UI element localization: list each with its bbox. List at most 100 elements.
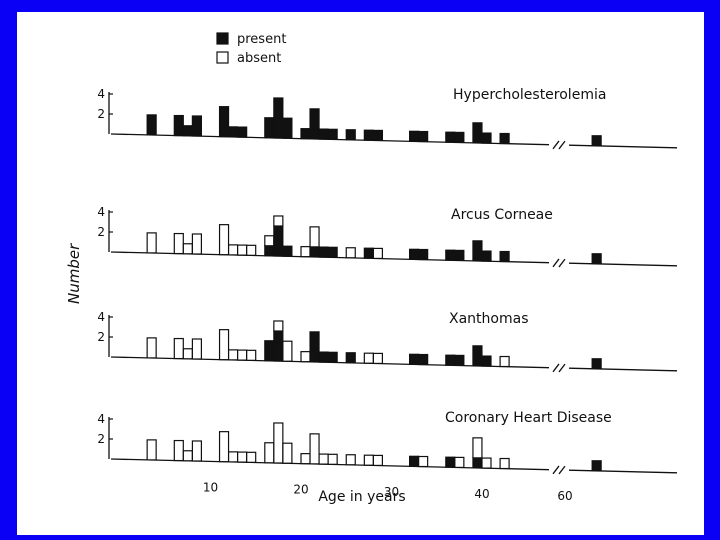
x-tick-label-40: 40 [474,487,489,501]
panel-0-bar-present-age-63 [591,135,602,147]
panel-0-axis-break [552,140,560,150]
panel-1-bar-present-age-21 [309,246,320,258]
panel-2-bar-present-age-23 [327,351,338,363]
panel-3-bar-absent-age-17 [273,422,284,464]
panel-2-bar-present-age-25 [345,352,356,364]
y-axis-label: Number [65,243,83,304]
panel-1-bar-absent-age-8 [191,233,202,255]
panel-0-bar-present-age-12 [228,126,239,138]
panel-3-bar-absent-age-8 [191,440,202,462]
panel-3-bar-absent-age-37 [454,456,465,469]
panel-1: 2 4 Arcus Corneae [97,205,678,268]
panel-3-bar-present-age-39 [472,457,483,469]
panel-2-axis-break [552,363,560,373]
slide: present absent Number 2 4 Hypercholesterol… [17,12,704,535]
panel-1-bar-absent-age-21 [309,226,320,248]
panel-3-bar-absent-age-23 [327,453,338,465]
panel-0-y-tick-label-2: 2 [97,107,105,121]
panel-3-y-tick-label-4: 4 [97,412,105,426]
panel-1-bar-present-age-63 [591,253,602,265]
panel-3-bar-absent-age-27 [363,454,374,466]
panel-0-bar-present-age-6 [173,114,184,137]
panel-1-bar-absent-age-16 [264,235,275,247]
panel-3-bar-absent-age-7 [182,450,193,462]
panel-2-bar-absent-age-17 [273,320,284,332]
panel-0-bar-present-age-36 [445,131,456,143]
panel-2-bar-absent-age-42 [499,355,510,368]
panel-3-bar-absent-age-33 [418,455,429,468]
panel-0-bar-present-age-7 [182,125,193,137]
legend: present absent [216,32,286,66]
panel-3-bar-absent-age-12 [228,451,239,463]
panel-1-bar-present-age-16 [264,245,275,257]
panel-1-bar-absent-age-13 [237,244,248,256]
panel-1-axis-break-2 [558,258,566,268]
x-axis: 10 20 30 40 60 Age in years [203,480,573,505]
panel-2-bar-present-age-63 [591,358,602,370]
panel-3-bar-absent-age-42 [499,457,510,470]
panel-1-bar-absent-age-12 [228,244,239,256]
panel-1-bar-present-age-37 [454,249,465,262]
panel-3-bar-absent-age-16 [264,442,275,464]
panel-2-bar-absent-age-18 [282,340,293,362]
panel-1-y-tick-label-2: 2 [97,225,105,239]
panel-0-bar-present-age-23 [327,128,338,140]
x-axis-label: Age in years [318,489,405,505]
panel-2-bar-absent-age-3 [146,337,157,359]
legend-absent-swatch [216,51,229,64]
panel-0-baseline-right [568,144,678,149]
panel-3-y-tick-label-2: 2 [97,432,105,446]
panel-1-bar-absent-age-20 [300,246,311,258]
panel-1-bar-present-age-27 [363,247,374,259]
panel-3-bar-absent-age-13 [237,451,248,463]
panel-1-bar-present-age-17 [273,225,284,257]
panel-1-bar-present-age-22 [318,246,329,258]
panel-2-bar-absent-age-20 [300,351,311,363]
panel-2-bar-present-age-17 [273,330,284,362]
x-tick-label-10: 10 [203,480,218,494]
panel-2-bar-absent-age-6 [173,337,184,360]
panel-1-bar-absent-age-11 [218,224,230,256]
panel-1-baseline-right [568,262,678,267]
panel-3: 2 4 Coronary Heart Disease [97,410,678,475]
panel-1-bar-absent-age-3 [146,232,157,254]
panels: 2 4 Hypercholesterolemia 2 4 Arcus Corneae 2 4 X… [97,87,678,475]
x-tick-label-30: 30 [384,485,399,499]
panel-3-axis-break-2 [558,465,566,475]
panel-0-bar-present-age-8 [191,115,202,137]
legend-present-swatch [216,32,229,45]
panel-2-bar-present-age-40 [481,355,492,367]
panel-1-bar-absent-age-17 [273,215,284,227]
panel-2-bar-absent-age-7 [182,348,193,360]
panel-1-bar-absent-age-28 [372,247,383,260]
panel-1-bar-absent-age-25 [345,247,356,259]
panel-2-bar-present-age-39 [472,345,483,367]
panel-3-bar-absent-age-14 [246,451,257,463]
panel-1-bar-present-age-39 [472,240,483,262]
panel-2-bar-absent-age-12 [228,349,239,361]
panel-2-bar-absent-age-27 [363,352,374,364]
panel-3-bar-absent-age-39 [472,437,483,459]
panel-2-y-tick-label-4: 4 [97,310,105,324]
panel-0-bar-present-age-11 [218,106,230,138]
panel-3-bar-present-age-36 [445,456,456,468]
panel-0-bar-present-age-39 [472,122,483,144]
panel-3-bar-absent-age-6 [173,439,184,462]
panel-2-bar-absent-age-8 [191,338,202,360]
legend-present-label: present [237,32,286,47]
panel-0-bar-present-age-3 [146,114,157,136]
panel-2-bar-present-age-32 [409,353,420,365]
panel-0-title: Hypercholesterolemia [453,87,606,103]
panel-0: 2 4 Hypercholesterolemia [97,87,678,150]
x-tick-label-20: 20 [293,483,308,497]
panel-0-bar-present-age-18 [282,117,293,139]
panel-0-bar-present-age-42 [499,132,510,145]
panel-2-bar-present-age-21 [309,331,320,363]
panel-0-y-tick-label-4: 4 [97,87,105,101]
panel-2-bar-absent-age-11 [218,329,230,361]
panel-2-axis-break-2 [558,363,566,373]
legend-absent-label: absent [237,51,281,66]
panel-0-bar-present-age-33 [418,130,429,143]
panel-1-bar-present-age-36 [445,249,456,261]
panel-0-bar-present-age-13 [237,126,248,138]
